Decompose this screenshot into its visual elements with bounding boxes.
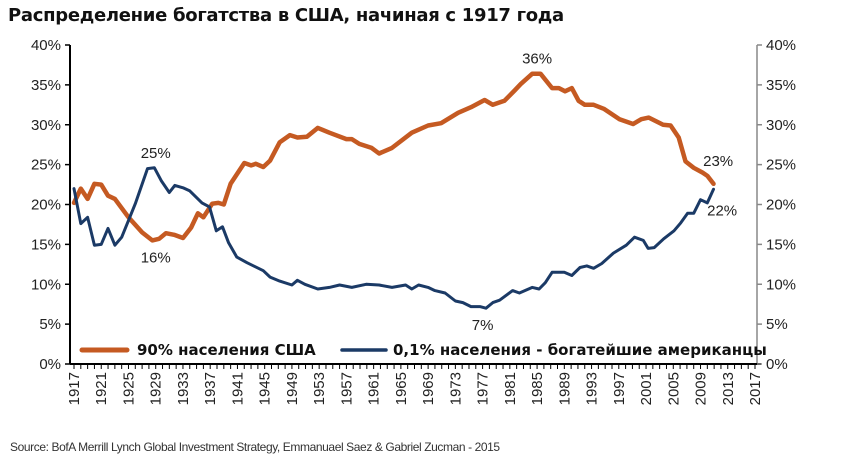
x-tick-label: 2001 xyxy=(638,372,655,405)
annotation-label: 36% xyxy=(522,51,552,68)
y-tick-label-right: 5% xyxy=(766,316,788,333)
x-tick-label: 1933 xyxy=(175,372,192,405)
x-tick-label: 1981 xyxy=(502,372,519,405)
series-line-top01 xyxy=(72,166,715,310)
annotation-label: 23% xyxy=(703,153,733,170)
x-tick-label: 1941 xyxy=(229,372,246,405)
y-tick-label-left: 25% xyxy=(31,157,61,174)
y-tick-label-right: 15% xyxy=(766,236,796,253)
y-tick-label-left: 40% xyxy=(31,37,61,54)
x-tick-label: 1997 xyxy=(611,372,628,405)
x-tick-label: 2013 xyxy=(720,372,737,405)
annotation-label: 25% xyxy=(141,145,171,162)
chart-title: Распределение богатства в США, начиная с… xyxy=(8,5,564,26)
x-tick-label: 1965 xyxy=(393,372,410,405)
x-tick-label: 1953 xyxy=(311,372,328,405)
y-tick-label-left: 5% xyxy=(39,316,61,333)
y-tick-label-right: 35% xyxy=(766,77,796,94)
x-tick-label: 1973 xyxy=(447,372,464,405)
annotation-label: 7% xyxy=(472,317,494,334)
x-tick-label: 1989 xyxy=(556,372,573,405)
annotation-label: 16% xyxy=(141,249,171,266)
y-tick-label-right: 40% xyxy=(766,37,796,54)
y-tick-label-left: 15% xyxy=(31,236,61,253)
y-tick-label-left: 20% xyxy=(31,197,61,214)
y-tick-label-right: 10% xyxy=(766,276,796,293)
x-tick-label: 1961 xyxy=(366,372,383,405)
y-tick-label-right: 0% xyxy=(766,356,788,373)
y-tick-label-right: 30% xyxy=(766,117,796,134)
x-tick-label: 1917 xyxy=(66,372,83,405)
x-tick-label: 1969 xyxy=(420,372,437,405)
x-tick-label: 1977 xyxy=(475,372,492,405)
source-note: Source: BofA Merrill Lynch Global Invest… xyxy=(10,440,500,454)
x-tick-label: 1921 xyxy=(93,372,110,405)
legend-label-bottom90: 90% населения США xyxy=(137,341,316,359)
x-tick-label: 1925 xyxy=(120,372,137,405)
annotation-label: 22% xyxy=(707,202,737,219)
y-tick-label-left: 35% xyxy=(31,77,61,94)
x-tick-label: 1937 xyxy=(202,372,219,405)
x-tick-label: 1993 xyxy=(584,372,601,405)
x-tick-label: 2009 xyxy=(693,372,710,405)
x-tick-label: 1949 xyxy=(284,372,301,405)
y-tick-label-left: 30% xyxy=(31,117,61,134)
y-tick-label-left: 0% xyxy=(39,356,61,373)
x-tick-label: 2005 xyxy=(665,372,682,405)
legend-label-top01: 0,1% населения - богатейшие американцы xyxy=(393,341,767,359)
series-line-bottom90 xyxy=(71,71,716,243)
x-tick-label: 2017 xyxy=(747,372,764,405)
x-tick-label: 1929 xyxy=(148,372,165,405)
y-tick-label-left: 10% xyxy=(31,276,61,293)
x-tick-label: 1945 xyxy=(257,372,274,405)
x-tick-label: 1985 xyxy=(529,372,546,405)
x-tick-label: 1957 xyxy=(338,372,355,405)
y-tick-label-right: 25% xyxy=(766,157,796,174)
y-tick-label-right: 20% xyxy=(766,197,796,214)
